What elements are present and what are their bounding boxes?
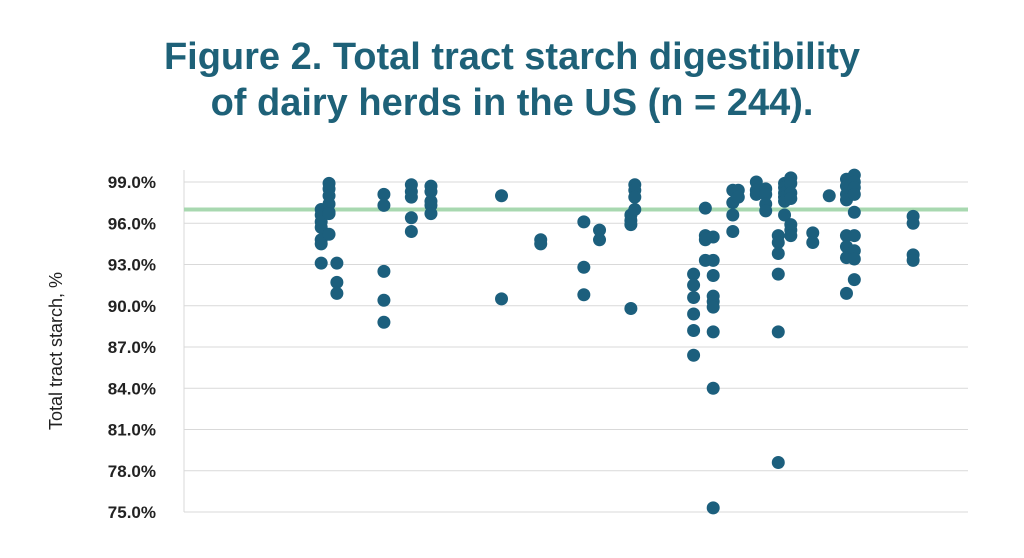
data-point [771, 236, 785, 249]
data-point [706, 381, 720, 395]
data-point [771, 325, 785, 339]
y-axis-label: Total tract starch, % [46, 272, 66, 430]
data-point [839, 286, 853, 300]
y-tick-label: 87.0% [108, 338, 156, 357]
data-point [706, 230, 720, 244]
data-point [377, 315, 391, 329]
data-point [771, 247, 785, 260]
data-point [314, 237, 328, 251]
data-point [624, 302, 638, 315]
data-point [322, 207, 336, 221]
data-point [424, 185, 438, 199]
data-point [726, 225, 740, 238]
data-point [759, 204, 773, 218]
y-tick-label: 96.0% [108, 214, 156, 233]
y-tick-label: 78.0% [108, 462, 156, 481]
y-tick-label: 99.0% [108, 173, 156, 192]
data-point [906, 253, 920, 267]
data-point [404, 190, 418, 204]
data-point [495, 189, 509, 203]
data-point [706, 325, 720, 339]
data-point [495, 292, 509, 306]
data-point [577, 288, 591, 302]
data-point [330, 275, 344, 289]
data-point [628, 190, 642, 204]
chart-title-line-1: Figure 2. Total tract starch digestibili… [163, 36, 861, 78]
data-point [314, 256, 328, 270]
data-point [847, 187, 861, 201]
y-tick-label: 75.0% [108, 503, 156, 522]
data-point [778, 208, 792, 222]
data-point [706, 269, 720, 282]
data-point [687, 348, 701, 362]
data-point [847, 273, 861, 287]
data-point [749, 187, 763, 201]
data-point [706, 300, 720, 314]
data-point [784, 176, 798, 190]
data-point [687, 324, 701, 337]
data-point [593, 233, 607, 247]
data-point [424, 207, 438, 221]
data-point [806, 226, 820, 240]
data-point [822, 189, 836, 203]
data-point [377, 187, 391, 201]
data-points [314, 168, 920, 515]
data-point [687, 291, 701, 304]
data-point [687, 278, 701, 292]
data-point [593, 223, 607, 237]
y-tick-label: 93.0% [108, 256, 156, 275]
data-point [726, 208, 740, 222]
data-point [806, 236, 820, 249]
data-point [330, 286, 344, 300]
data-point [771, 267, 785, 281]
data-point [322, 227, 336, 241]
data-point [847, 205, 861, 219]
data-point [706, 253, 720, 267]
chart-title-line-2: of dairy herds in the US (n = 244). [210, 82, 814, 124]
data-point [687, 307, 701, 321]
data-point [330, 256, 344, 270]
data-point [377, 198, 391, 212]
data-point [624, 218, 638, 232]
y-tick-label: 81.0% [108, 421, 156, 440]
data-point [698, 201, 712, 215]
data-point [847, 252, 861, 266]
data-point [784, 229, 798, 243]
data-point [784, 192, 798, 205]
data-point [759, 187, 773, 201]
data-point [377, 293, 391, 307]
data-point [706, 501, 720, 515]
data-point [534, 237, 548, 251]
data-point [377, 264, 391, 278]
data-point [731, 190, 745, 204]
data-point [628, 203, 642, 216]
data-point [687, 267, 701, 281]
gridlines [183, 170, 968, 513]
y-tick-label: 90.0% [108, 297, 156, 316]
data-point [404, 225, 418, 238]
y-tick-label: 84.0% [108, 379, 156, 398]
data-point [847, 229, 861, 243]
data-point [577, 215, 591, 229]
chart-title: Figure 2. Total tract starch digestibili… [0, 34, 1024, 126]
data-point [577, 260, 591, 274]
data-point [906, 216, 920, 230]
data-point [404, 211, 418, 225]
y-axis-tick-labels: 99.0% 96.0% 93.0% 90.0% 87.0% 84.0% 81.0% 78.0%… [108, 173, 156, 522]
data-point [771, 456, 785, 469]
